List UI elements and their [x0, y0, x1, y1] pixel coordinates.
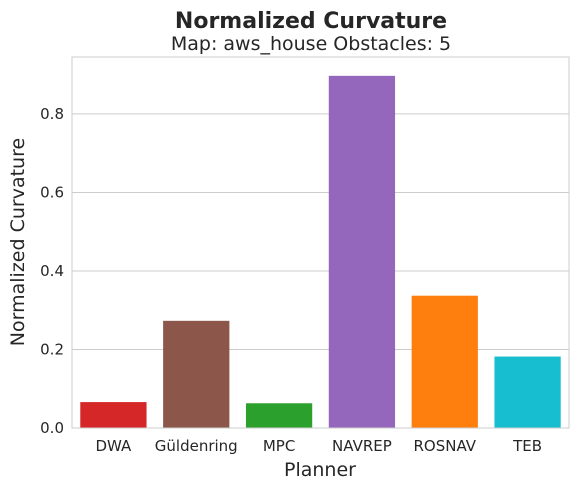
y-tick-label: 0.4 [40, 262, 64, 280]
x-axis-label: Planner [284, 459, 356, 481]
y-tick-label: 0.2 [40, 340, 64, 358]
bar-dwa [80, 402, 147, 428]
y-axis-label: Normalized Curvature [7, 138, 29, 346]
x-tick-label: ROSNAV [413, 437, 476, 455]
y-tick-label: 0.0 [40, 419, 64, 437]
x-tick-label: DWA [96, 437, 133, 455]
bar-mpc [245, 403, 313, 428]
bars [80, 75, 561, 428]
chart-title: Normalized Curvature [175, 9, 447, 34]
x-tick-label: MPC [263, 437, 295, 455]
x-tick-label: TEB [512, 437, 542, 455]
bar-g-ldenring [163, 320, 230, 428]
y-tick-label: 0.6 [40, 183, 64, 201]
y-tick-labels: 0.0 0.2 0.4 0.6 0.8 [40, 105, 64, 437]
y-tick-label: 0.8 [40, 105, 64, 123]
bar-rosnav [411, 295, 478, 428]
bar-teb [494, 356, 561, 428]
bar-navrep [328, 75, 396, 428]
plot-frame [71, 56, 570, 429]
chart-subtitle: Map: aws_house Obstacles: 5 [171, 33, 451, 55]
x-tick-label: NAVREP [332, 437, 392, 455]
x-tick-label: Güldenring [155, 437, 238, 455]
x-tick-labels: DWA Güldenring MPC NAVREP ROSNAV TEB [96, 437, 543, 455]
